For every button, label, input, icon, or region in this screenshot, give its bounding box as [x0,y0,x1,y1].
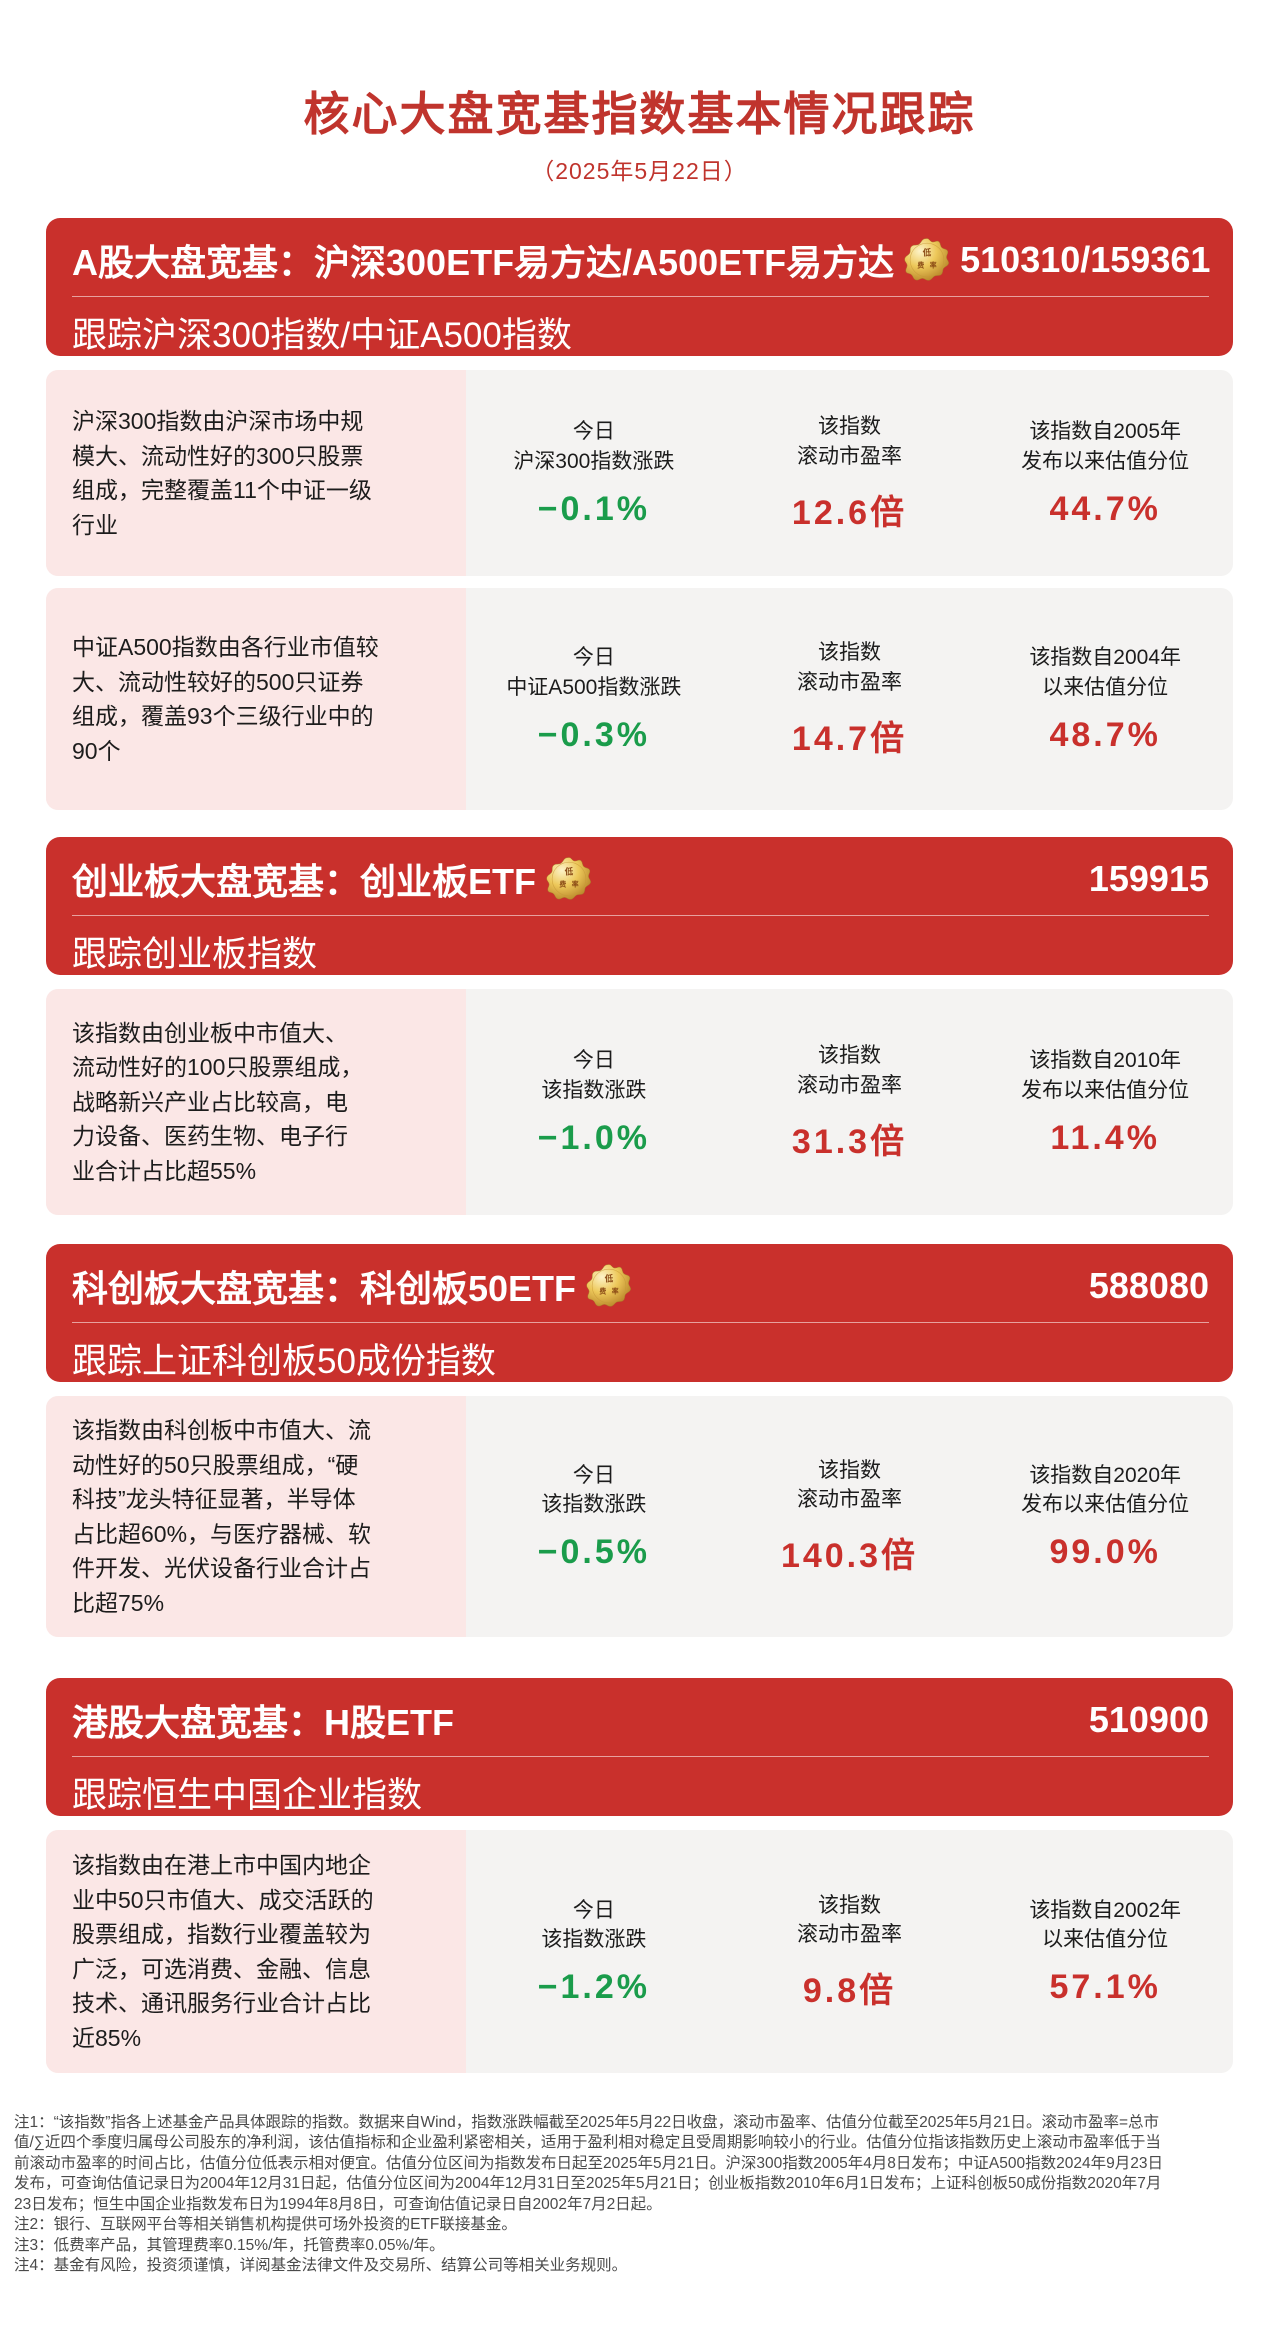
svg-text:费: 费 [559,880,566,889]
svg-text:费: 费 [918,261,925,270]
svg-text:低: 低 [604,1273,614,1283]
svg-text:低: 低 [922,247,932,257]
svg-text:低: 低 [564,866,574,876]
svg-text:率: 率 [572,880,579,889]
svg-text:率: 率 [612,1287,619,1296]
svg-text:率: 率 [930,261,937,270]
svg-text:费: 费 [599,1287,606,1296]
